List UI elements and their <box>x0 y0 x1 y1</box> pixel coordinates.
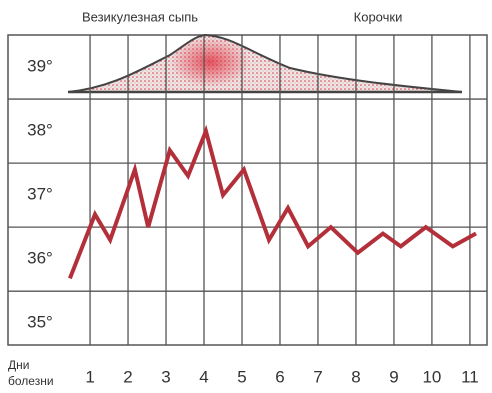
x-tick-label: 10 <box>422 367 441 386</box>
annotation: Везикулезная сыпь <box>82 9 198 24</box>
rash-area <box>68 35 462 92</box>
y-tick-label: 35° <box>27 313 53 332</box>
x-tick-label: 9 <box>389 367 398 386</box>
y-tick-label: 37° <box>27 185 53 204</box>
page: Везикулезная сыпь Корочки Дни болезни 35… <box>0 0 492 393</box>
y-tick-label: 36° <box>27 249 53 268</box>
x-tick-label: 5 <box>237 367 246 386</box>
x-axis-label: Дни <box>8 358 29 372</box>
x-tick-label: 2 <box>123 367 132 386</box>
annotation: Корочки <box>354 9 403 24</box>
x-axis-label: болезни <box>8 374 54 388</box>
chart: Везикулезная сыпь Корочки Дни болезни 35… <box>0 0 492 393</box>
x-tick-label: 1 <box>85 367 94 386</box>
y-tick-label: 38° <box>27 121 53 140</box>
x-tick-label: 11 <box>461 367 479 386</box>
x-tick-label: 6 <box>275 367 284 386</box>
rash-glow <box>170 37 250 87</box>
temperature-line <box>70 131 476 278</box>
y-tick-label: 39° <box>27 57 53 76</box>
x-tick-label: 8 <box>351 367 360 386</box>
x-tick-label: 7 <box>313 367 322 386</box>
x-tick-label: 4 <box>199 367 208 386</box>
x-tick-label: 3 <box>161 367 170 386</box>
